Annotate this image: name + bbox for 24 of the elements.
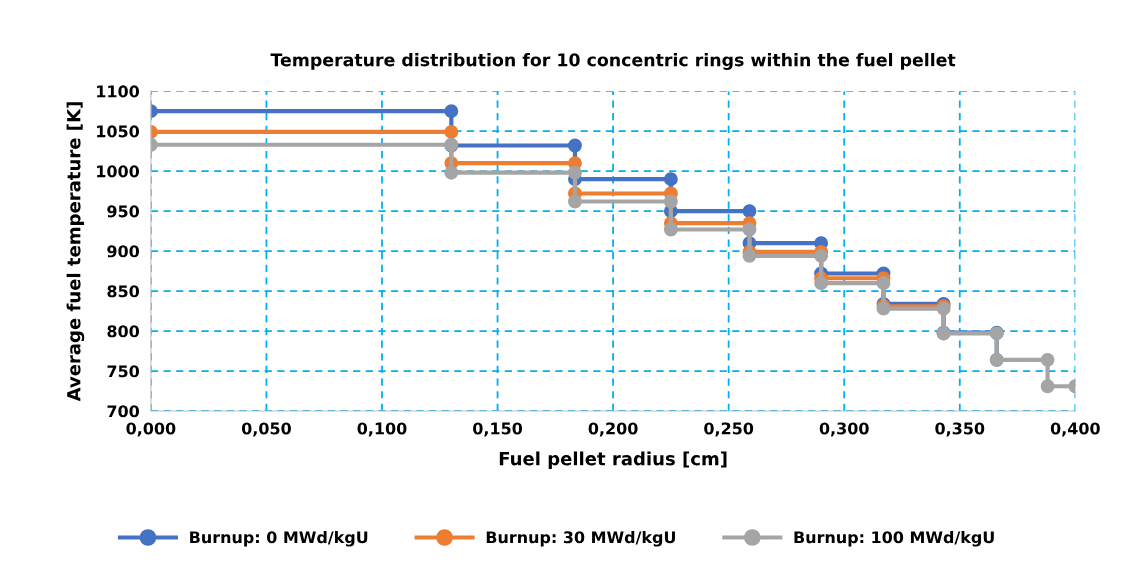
y-tick-label: 1000 — [97, 165, 140, 178]
legend-label: Burnup: 0 MWd/kgU — [190, 530, 368, 547]
legend-label: Burnup: 30 MWd/kgU — [486, 530, 675, 547]
y-tick-label: 800 — [107, 325, 140, 338]
y-tick-label: 1050 — [97, 125, 140, 138]
x-tick-label: 0,200 — [588, 422, 638, 437]
y-tick-label: 950 — [107, 205, 140, 218]
x-tick-label: 0,350 — [935, 422, 985, 437]
chart-title: Temperature distribution for 10 concentric rings within the fuel pellet — [270, 52, 956, 70]
x-tick-label: 0,250 — [704, 422, 754, 437]
legend-label: Burnup: 100 MWd/kgU — [794, 530, 994, 547]
x-tick-label: 0,000 — [126, 422, 176, 437]
y-tick-label: 850 — [107, 285, 140, 298]
x-tick-label: 0,050 — [241, 422, 291, 437]
y-tick-label: 750 — [107, 365, 140, 378]
y-axis-title: Average fuel temperature [K] — [66, 102, 85, 402]
y-tick-label: 1100 — [97, 85, 140, 98]
x-axis-title: Fuel pellet radius [cm] — [499, 451, 727, 469]
y-tick-label: 700 — [107, 405, 140, 418]
x-tick-label: 0,150 — [473, 422, 523, 437]
x-tick-label: 0,300 — [819, 422, 869, 437]
x-tick-label: 0,100 — [357, 422, 407, 437]
y-tick-label: 900 — [107, 245, 140, 258]
x-tick-label: 0,400 — [1050, 422, 1100, 437]
